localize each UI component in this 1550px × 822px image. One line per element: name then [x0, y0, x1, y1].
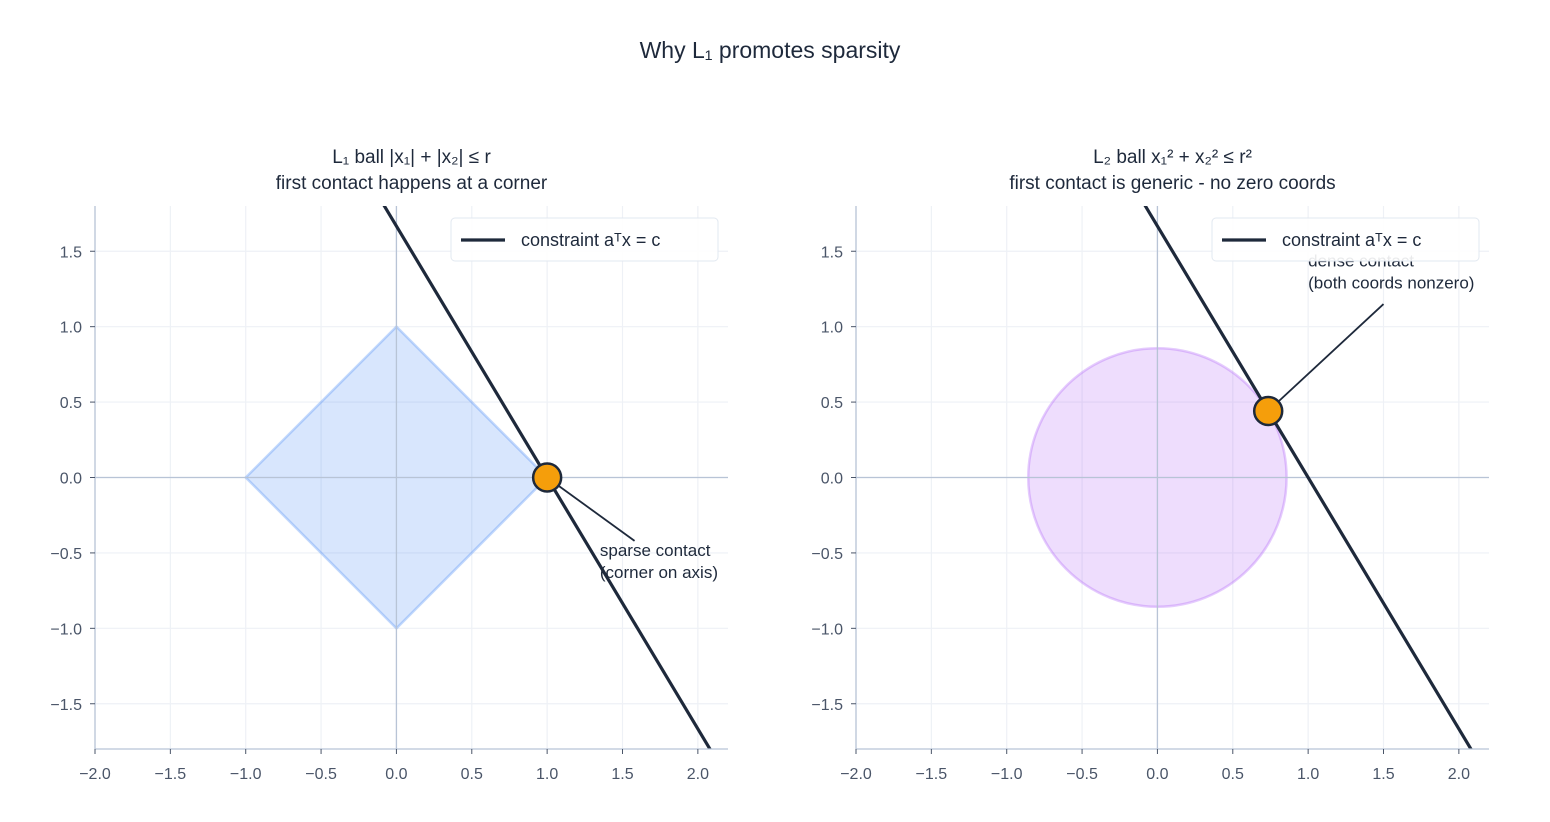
x-tick-label: −2.0 [840, 766, 872, 783]
x-tick-label: 0.5 [461, 766, 483, 783]
legend-label: constraint aᵀx = c [1282, 230, 1421, 250]
y-tick-label: 0.0 [60, 471, 82, 488]
annotation-arrow [1267, 303, 1385, 412]
annotation-text: (both coords nonzero) [1308, 273, 1474, 292]
y-tick-label: −1.0 [811, 621, 843, 638]
x-tick-label: −1.0 [230, 766, 262, 783]
contact-point [1252, 395, 1284, 427]
x-tick-label: 0.5 [1222, 766, 1244, 783]
x-tick-label: −1.0 [991, 766, 1023, 783]
y-tick-label: 1.0 [60, 320, 82, 337]
panel-subtitle: first contact happens at a corner [276, 173, 548, 194]
constraint-line [1143, 206, 1473, 749]
y-tick-label: 1.5 [60, 244, 82, 261]
x-tick-label: −1.5 [155, 766, 187, 783]
panel-title: L₁ ball |x₁| + |x₂| ≤ r [332, 147, 491, 168]
contact-point [531, 462, 563, 493]
x-tick-label: 1.0 [1297, 766, 1319, 783]
x-tick-label: 1.5 [1372, 766, 1394, 783]
x-tick-label: −2.0 [79, 766, 111, 783]
annotation-arrow [546, 476, 636, 542]
annotation-text: sparse contact [600, 541, 711, 560]
x-tick-label: 1.5 [611, 766, 633, 783]
x-tick-label: 1.0 [536, 766, 558, 783]
y-tick-label: −1.5 [811, 697, 843, 714]
figure-title: Why L₁ promotes sparsity [640, 37, 901, 63]
x-tick-label: 2.0 [1448, 766, 1470, 783]
legend-label: constraint aᵀx = c [521, 230, 660, 250]
y-tick-label: 0.5 [821, 395, 843, 412]
y-tick-label: −0.5 [50, 546, 82, 563]
panel-subtitle: first contact is generic - no zero coord… [1009, 173, 1335, 194]
y-tick-label: 0.0 [821, 471, 843, 488]
panel-1: L₁ ball |x₁| + |x₂| ≤ r first contact hap… [50, 147, 728, 783]
legend-box [1211, 217, 1480, 262]
legend-box [450, 217, 719, 262]
x-tick-label: 0.0 [1146, 766, 1168, 783]
x-tick-label: −0.5 [1066, 766, 1098, 783]
annotation-text: (corner on axis) [600, 563, 718, 582]
x-tick-label: 2.0 [687, 766, 709, 783]
panel-title: L₂ ball x₁² + x₂² ≤ r² [1093, 147, 1252, 168]
panel-2: L₂ ball x₁² + x₂² ≤ r² first contact is g… [811, 147, 1489, 783]
x-tick-label: −1.5 [916, 766, 948, 783]
y-tick-label: 1.0 [821, 320, 843, 337]
x-tick-label: −0.5 [305, 766, 337, 783]
y-tick-label: −0.5 [811, 546, 843, 563]
y-tick-label: −1.0 [50, 621, 82, 638]
y-tick-label: −1.5 [50, 697, 82, 714]
y-tick-label: 0.5 [60, 395, 82, 412]
x-tick-label: 0.0 [385, 766, 407, 783]
y-tick-label: 1.5 [821, 244, 843, 261]
